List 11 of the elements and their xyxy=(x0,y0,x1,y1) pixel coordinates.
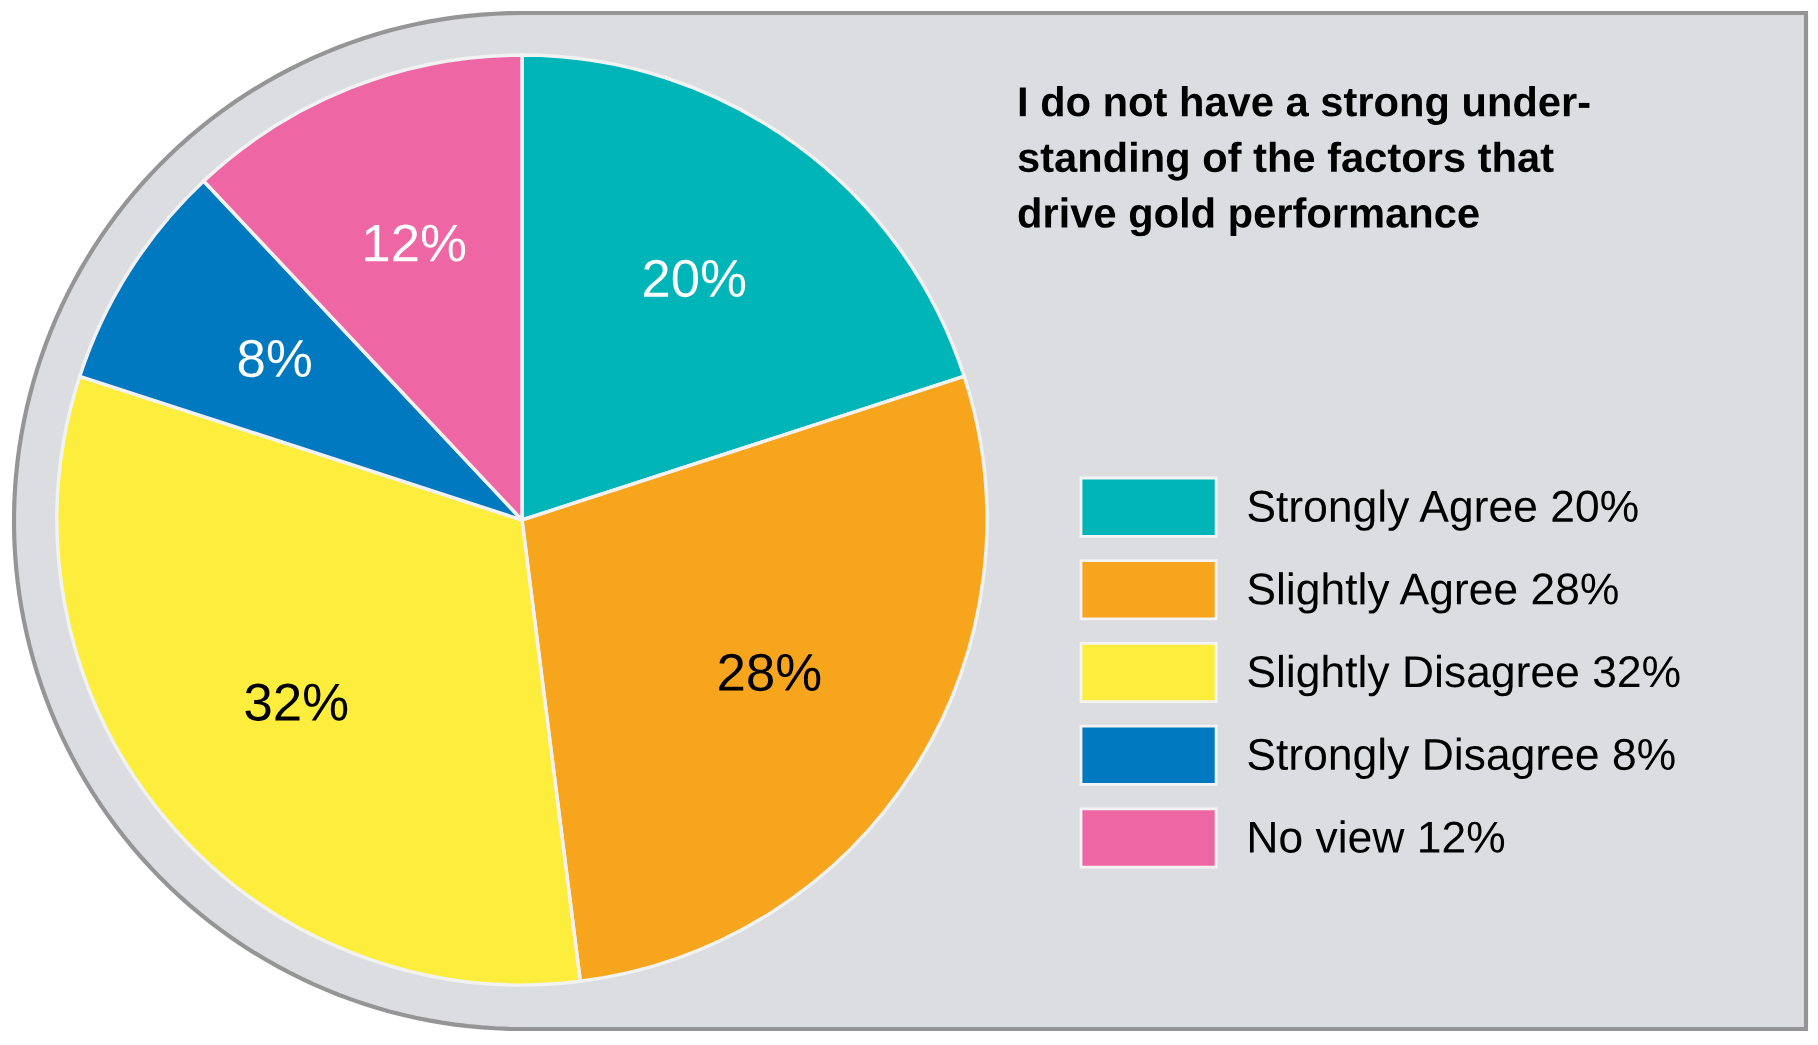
data-label: 28% xyxy=(719,653,821,692)
data-label: 20% xyxy=(644,259,746,298)
legend-label: No view 12% xyxy=(1249,820,1505,853)
legend-label: Slightly Disagree 32% xyxy=(1248,654,1680,697)
data-label: 32% xyxy=(245,683,348,721)
legend-label: Strongly Disagree 8% xyxy=(1248,737,1675,779)
legend-label: Strongly Agree 20% xyxy=(1248,489,1638,531)
data-label: 12% xyxy=(365,224,466,262)
text: I do not have a strong under- standing of the factors that drive gold performance xyxy=(1018,86,1590,237)
data-label: 8% xyxy=(238,339,311,378)
legend-label: Slightly Agree 28% xyxy=(1248,572,1618,614)
